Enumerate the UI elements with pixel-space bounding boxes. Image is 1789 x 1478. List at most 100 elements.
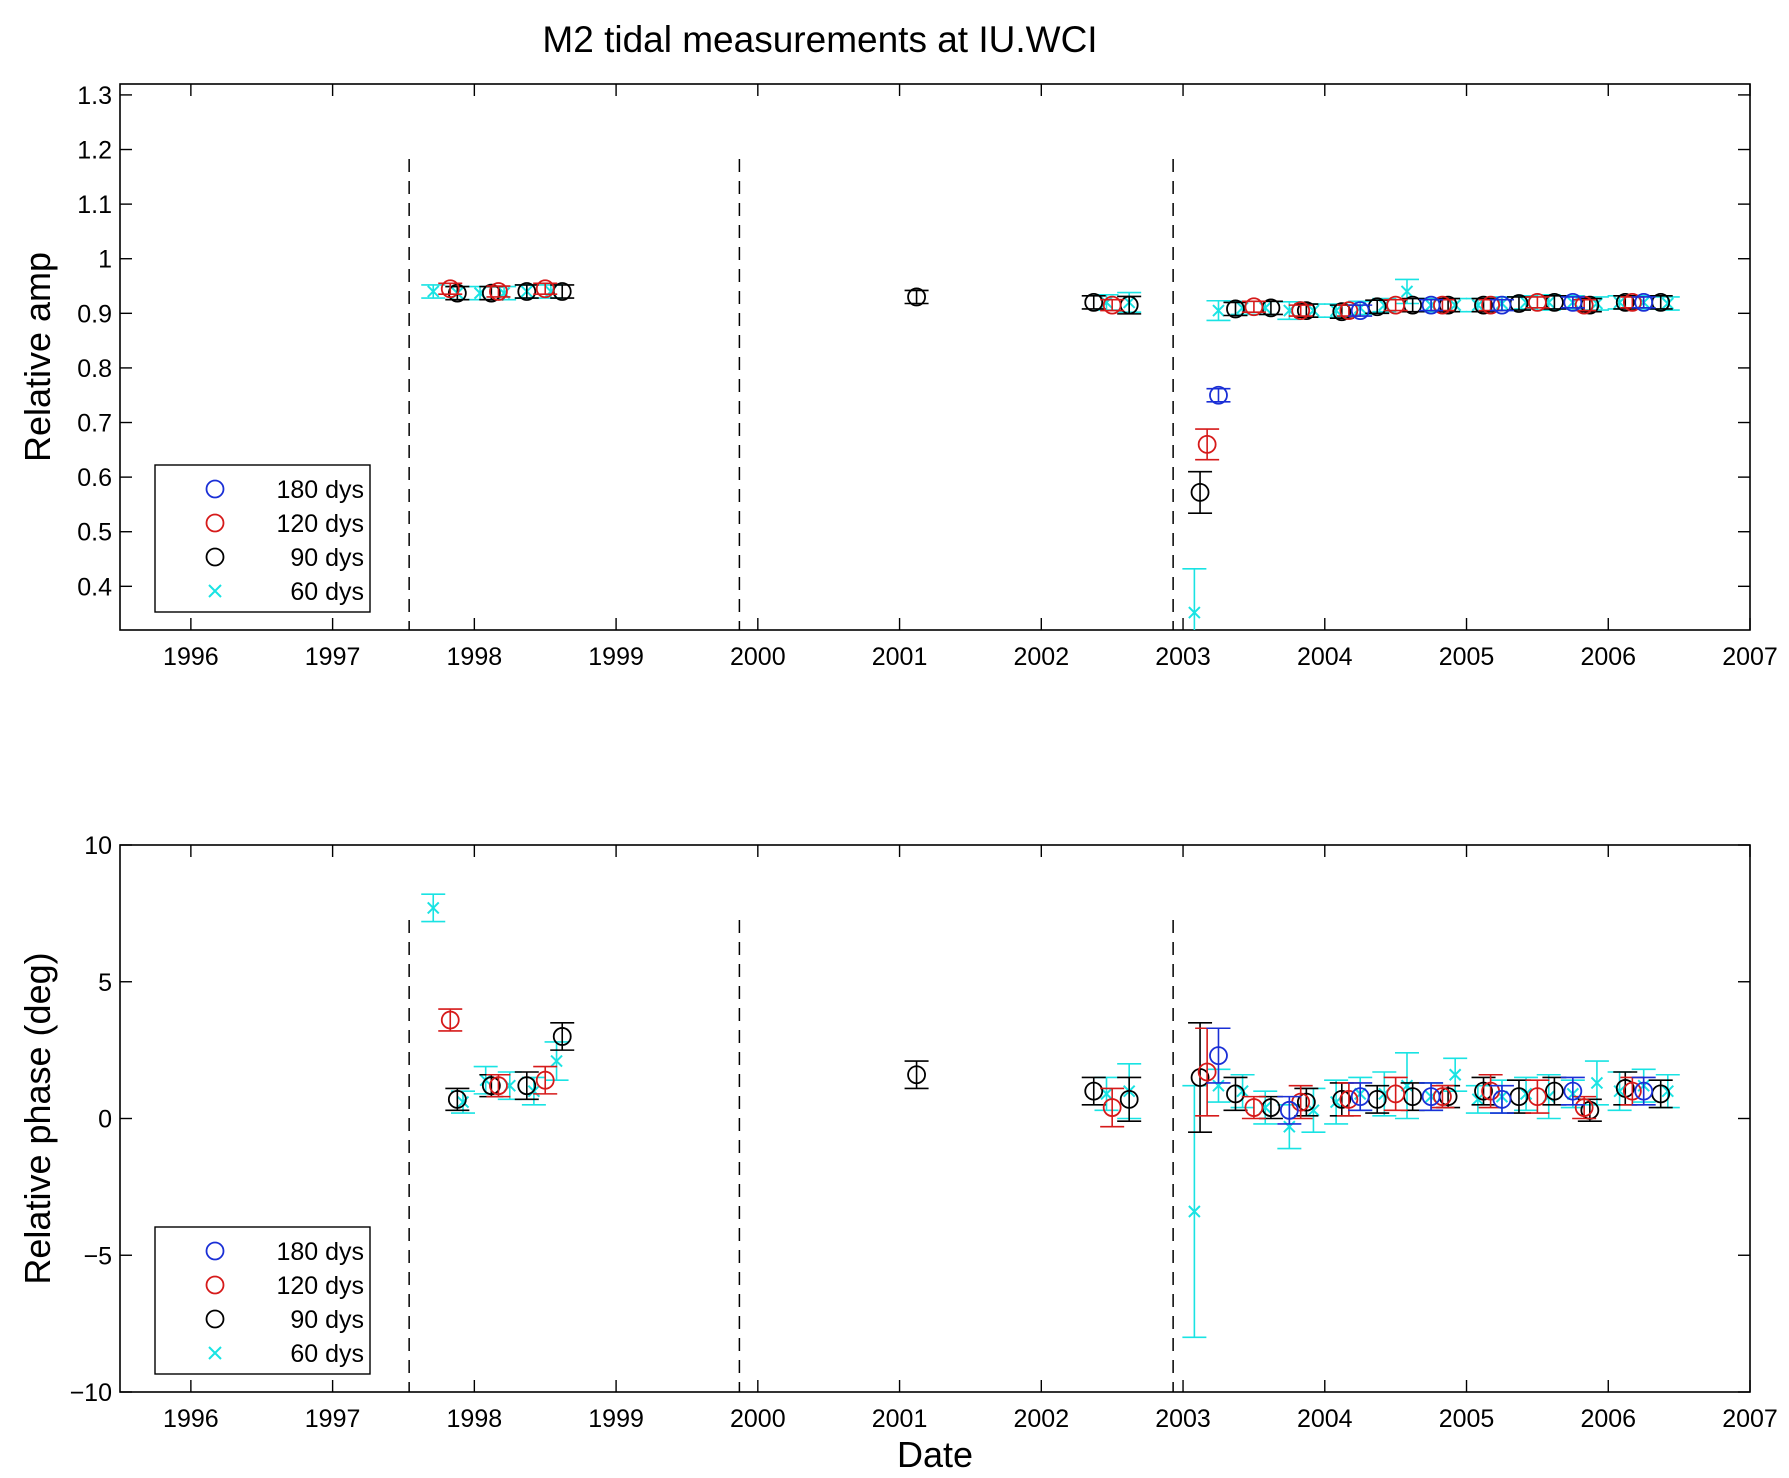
x-tick-label: 2003 <box>1155 643 1211 671</box>
data-point <box>489 1076 508 1096</box>
data-point <box>1332 302 1352 322</box>
phase-panel: 1996 1997 1998 1999 2000 2001 2002 2003 2004 2005… <box>17 832 1778 1475</box>
data-point <box>1296 1092 1316 1112</box>
data-point <box>1421 1087 1441 1107</box>
error-bar <box>514 284 539 299</box>
amplitude-panel: 1996 1997 1998 1999 2000 2001 2002 2003 2004 2005… <box>17 82 1778 671</box>
error-bar <box>1430 1084 1455 1109</box>
error-bar <box>486 1073 511 1098</box>
error-bar <box>550 284 575 299</box>
data-point <box>1283 1120 1296 1133</box>
plot-frame <box>119 83 1751 631</box>
data-point <box>1471 298 1485 312</box>
legend-marker <box>205 1309 225 1329</box>
data-point <box>1433 1087 1452 1107</box>
error-bar <box>1241 300 1266 314</box>
data-point <box>1527 292 1547 312</box>
data-point <box>1244 297 1264 317</box>
data-point <box>427 285 440 298</box>
data-point <box>1634 292 1654 312</box>
data-point <box>550 1054 563 1068</box>
legend-box <box>154 1226 371 1375</box>
data-point <box>1307 1104 1320 1117</box>
data-point <box>1471 1093 1485 1106</box>
data-point <box>1236 1084 1249 1098</box>
data-point <box>447 1089 467 1109</box>
data-point <box>1332 1089 1352 1109</box>
data-point <box>481 283 501 303</box>
data-point <box>1474 1081 1493 1101</box>
error-bar <box>438 1008 463 1032</box>
y-tick-label: 10 <box>84 832 112 860</box>
x-tick-label: 2005 <box>1439 1405 1495 1433</box>
data-point <box>1226 299 1245 319</box>
y-tick-label: −5 <box>83 1242 112 1270</box>
x-tick-label: 1998 <box>447 643 503 671</box>
error-bar <box>445 1087 470 1112</box>
legend-label: 90 dys <box>290 1306 364 1334</box>
data-point <box>1492 1089 1512 1109</box>
error-bar <box>1188 470 1213 514</box>
error-bar <box>1400 297 1425 313</box>
data-point <box>1492 295 1512 315</box>
x-tick-label: 1996 <box>163 1405 219 1433</box>
x-tick-label: 1998 <box>447 1405 503 1433</box>
data-point <box>1084 1081 1104 1101</box>
y-tick-label: 0.6 <box>77 464 112 492</box>
error-bar <box>1223 301 1248 317</box>
data-point <box>1350 301 1370 320</box>
x-axis-label: Date <box>897 1434 973 1475</box>
x-tick-label: 2000 <box>730 643 786 671</box>
error-bar <box>1560 296 1585 309</box>
data-point <box>1339 301 1359 320</box>
data-point <box>1084 292 1104 312</box>
legend-label: 60 dys <box>290 578 364 606</box>
data-point <box>1563 292 1583 312</box>
data-point <box>1661 1084 1674 1098</box>
x-tick-label: 2000 <box>730 1405 786 1433</box>
x-tick-label: 2001 <box>872 1405 928 1433</box>
data-point <box>1527 1087 1547 1107</box>
error-bar <box>1223 1076 1248 1112</box>
x-tick-label: 1996 <box>163 643 219 671</box>
data-point <box>517 1076 537 1096</box>
legend-box <box>154 464 371 613</box>
data-point <box>1615 292 1635 312</box>
data-point <box>1339 1089 1359 1109</box>
error-bar <box>1525 1079 1550 1114</box>
x-tick-label: 2004 <box>1297 643 1353 671</box>
data-point <box>481 1076 501 1096</box>
data-point <box>1119 1089 1139 1109</box>
data-point <box>1197 434 1217 454</box>
legend-label: 180 dys <box>276 476 364 504</box>
error-bar <box>1383 1076 1408 1112</box>
error-bar <box>1383 298 1408 312</box>
y-tick-label: 0.5 <box>77 519 112 547</box>
y-tick-label: 0 <box>98 1106 112 1134</box>
data-point <box>1563 1081 1583 1101</box>
data-point <box>1590 1076 1604 1090</box>
error-bar <box>1206 1027 1231 1084</box>
data-point <box>1448 1068 1462 1081</box>
data-point <box>1296 301 1316 320</box>
data-point <box>1212 304 1225 317</box>
data-point <box>1291 301 1311 320</box>
x-tick-label: 2002 <box>1013 643 1069 671</box>
legend: 180 dys 120 dys 90 dys 60 dys <box>154 1226 371 1375</box>
legend-label: 90 dys <box>290 544 364 572</box>
x-tick-label: 2005 <box>1439 643 1495 671</box>
error-bar <box>533 282 558 296</box>
legend-marker <box>205 1275 225 1295</box>
y-tick-label: 0.9 <box>77 300 112 328</box>
data-point <box>440 1010 460 1030</box>
data-point <box>1386 1084 1406 1104</box>
y-axis-label: Relative phase (deg) <box>17 952 58 1284</box>
data-point <box>1350 1087 1370 1107</box>
data-point <box>1622 1081 1642 1101</box>
data-point <box>1329 304 1343 317</box>
data-point <box>907 1065 926 1085</box>
error-bar <box>1182 568 1207 630</box>
y-tick-label: 1.1 <box>77 191 112 219</box>
data-point <box>1574 1098 1594 1117</box>
